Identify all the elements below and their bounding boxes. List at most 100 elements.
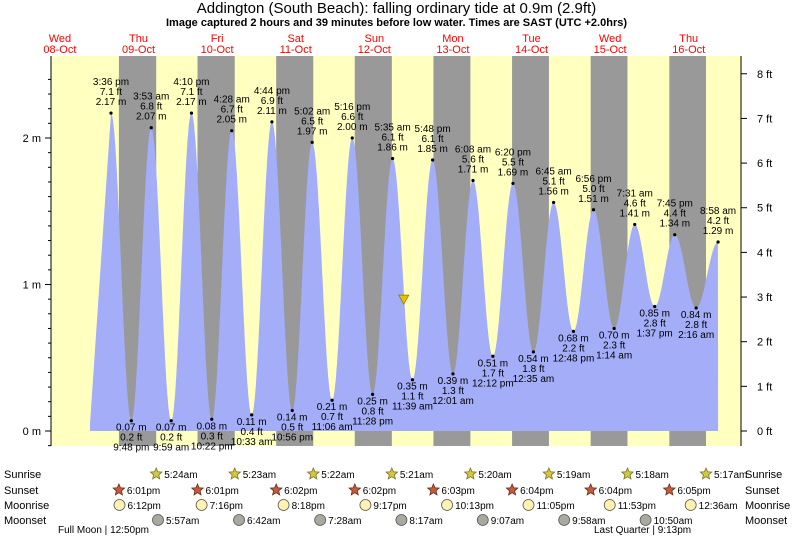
high-tide-label: 7.1 ft <box>100 87 122 98</box>
low-tide-label: 1:37 pm <box>637 328 673 339</box>
full-moon-label: Full Moon <box>58 525 102 536</box>
high-tide-label: 2.17 m <box>176 97 207 108</box>
sunset-time: 6:02pm <box>284 486 317 497</box>
high-tide-point <box>189 111 194 115</box>
moonrise-icon <box>195 499 208 511</box>
moonrise-icon <box>603 499 616 511</box>
low-tide-label: 2.8 ft <box>685 320 707 331</box>
high-tide-label: 5:02 am <box>294 106 330 117</box>
sunset-icon <box>584 482 598 496</box>
sunset-icon <box>505 482 519 496</box>
sunrise-time: 5:18am <box>635 470 668 481</box>
high-tide-label: 6.6 ft <box>341 112 363 123</box>
moonset-time: 10:50am <box>654 516 693 527</box>
low-tide-label: 0.70 m <box>599 330 630 341</box>
low-tide-label: 12:35 am <box>513 374 555 385</box>
sunrise-time: 5:19am <box>557 470 590 481</box>
sunrise-time: 5:22am <box>321 470 354 481</box>
high-tide-label: 5:35 am <box>375 123 411 134</box>
y-tick-label-m: 1 m <box>23 280 41 292</box>
low-tide-label: 0.07 m <box>116 423 147 434</box>
low-tide-label: 0.25 m <box>357 396 388 407</box>
day-name-label: Wed <box>599 33 621 45</box>
low-tide-label: 0.4 ft <box>241 427 263 438</box>
y-tick-label-ft: 6 ft <box>757 158 772 170</box>
low-tide-point <box>330 398 334 402</box>
sunrise-time: 5:24am <box>164 470 197 481</box>
tide-area <box>90 113 719 431</box>
full-moon-time: 12:50pm <box>110 525 149 536</box>
high-tide-label: 6:45 am <box>536 166 572 177</box>
y-tick-label-m: 2 m <box>23 133 41 145</box>
low-tide-label: 11:39 am <box>392 402 433 413</box>
low-tide-label: 0.54 m <box>518 354 549 365</box>
moonrise-icon <box>684 499 697 511</box>
moonrise-time: 10:13pm <box>455 501 494 512</box>
sunrise-time: 5:21am <box>400 470 433 481</box>
low-tide-label: 0.68 m <box>558 333 589 344</box>
low-tide-label: 0.08 m <box>196 421 227 432</box>
moonrise-time: 12:36am <box>699 501 738 512</box>
day-date-label: 10-Oct <box>201 44 234 56</box>
row-label-left: Sunrise <box>4 469 41 481</box>
low-tide-point <box>653 304 657 309</box>
high-tide-label: 5:16 pm <box>334 102 370 113</box>
day-name-label: Fri <box>211 33 224 45</box>
high-tide-point <box>310 140 314 144</box>
day-labels: Wed08-OctThu09-OctFri10-OctSat11-OctSun1… <box>43 33 705 56</box>
moonset-icon <box>314 514 327 526</box>
day-name-label: Sun <box>365 33 385 45</box>
moonset-time: 7:28am <box>328 516 361 527</box>
moonrise-icon <box>113 499 126 511</box>
high-tide-label: 7.1 ft <box>180 87 202 98</box>
page-title: Addington (South Beach): falling ordinar… <box>196 0 597 17</box>
low-tide-label: 0.39 m <box>438 376 469 387</box>
high-tide-label: 3:53 am <box>133 92 169 103</box>
moonset-icon <box>476 514 489 526</box>
moonset-time: 6:42am <box>247 516 280 527</box>
high-tide-label: 6.7 ft <box>221 105 243 116</box>
high-tide-label: 7:31 am <box>617 188 653 199</box>
y-tick-label-ft: 2 ft <box>757 337 772 349</box>
high-tide-point <box>511 181 515 186</box>
axes: 0 m 1 m 2 m 0 ft 1 ft 2 ft 3 ft 4 ft 5 ft 6 ft 7 f… <box>23 56 772 447</box>
high-tide-label: 4:28 am <box>214 95 250 106</box>
low-tide-label: 2.8 ft <box>644 318 666 329</box>
high-tide-point <box>716 240 720 244</box>
sunset-time: 6:02pm <box>363 486 396 497</box>
low-tide-label: 12:01 am <box>432 396 474 407</box>
sunset-icon <box>662 482 676 496</box>
current-tide-marker <box>398 294 410 305</box>
high-tide-label: 1.69 m <box>498 167 529 178</box>
moonrise-time: 8:18pm <box>292 501 325 512</box>
low-tide-label: 12:12 pm <box>472 378 514 389</box>
sunrise-icon <box>306 466 320 480</box>
low-tide-label: 0.7 ft <box>321 412 343 423</box>
sunset-time: 6:01pm <box>127 486 160 497</box>
low-tide-label: 0.2 ft <box>160 433 182 444</box>
day-name-label: Wed <box>49 33 71 45</box>
day-date-label: 16-Oct <box>672 44 705 56</box>
low-tide-label: 1.3 ft <box>442 386 464 397</box>
row-label-right: Sunrise <box>745 469 782 481</box>
low-tide-label: 11:06 am <box>312 422 353 433</box>
sun-moon-rows: Sunrise Sunrise Sunset Sunset Moonrise Moonri… <box>4 466 790 527</box>
y-tick-label-m: 0 m <box>23 426 41 438</box>
low-tide-label: 1:14 am <box>596 350 632 361</box>
moonrise-time: 7:16pm <box>210 501 243 512</box>
moonset-time: 8:17am <box>409 516 442 527</box>
low-tide-label: 0.35 m <box>397 382 428 393</box>
day-date-label: 12-Oct <box>358 44 391 56</box>
low-tide-point <box>491 354 495 358</box>
sunrise-time: 5:20am <box>478 470 511 481</box>
high-tide-label: 6:20 pm <box>495 147 531 158</box>
high-tide-label: 2.17 m <box>96 97 127 108</box>
sunset-time: 6:04pm <box>520 486 553 497</box>
high-tide-point <box>270 120 274 124</box>
low-tide-label: 9:48 pm <box>113 443 149 454</box>
moonrise-time: 11:05pm <box>537 501 575 512</box>
high-tide-point <box>109 111 113 115</box>
low-tide-label: 9:59 am <box>153 443 189 454</box>
row-label-right: Sunset <box>745 485 779 497</box>
y-tick-label-ft: 8 ft <box>757 69 772 81</box>
